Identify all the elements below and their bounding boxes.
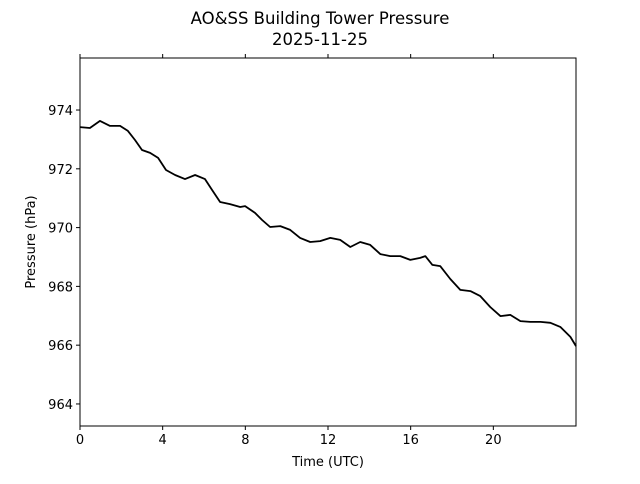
x-tick-label: 12 — [320, 433, 337, 448]
y-tick-label: 968 — [48, 280, 73, 295]
chart-subtitle: 2025-11-25 — [272, 30, 368, 49]
series-line-pressure — [79, 120, 577, 347]
y-tick-label: 964 — [48, 398, 73, 413]
x-axis-label: Time (UTC) — [291, 455, 364, 470]
plot-area — [79, 120, 577, 347]
axes-frame — [79, 57, 577, 427]
axis-ticks: 0 4 8 12 16 20 964 966 968 970 972 974 — [48, 54, 502, 448]
y-tick-label: 972 — [48, 163, 73, 178]
chart-title: AO&SS Building Tower Pressure — [191, 9, 450, 28]
y-tick-label: 974 — [48, 104, 73, 119]
x-tick-label: 0 — [76, 433, 84, 448]
x-tick-label: 16 — [402, 433, 419, 448]
x-tick-label: 4 — [159, 433, 167, 448]
x-tick-label: 20 — [485, 433, 502, 448]
y-axis-label: Pressure (hPa) — [24, 195, 39, 288]
x-tick-label: 8 — [241, 433, 249, 448]
y-tick-label: 970 — [48, 222, 73, 237]
y-tick-label: 966 — [48, 339, 73, 354]
